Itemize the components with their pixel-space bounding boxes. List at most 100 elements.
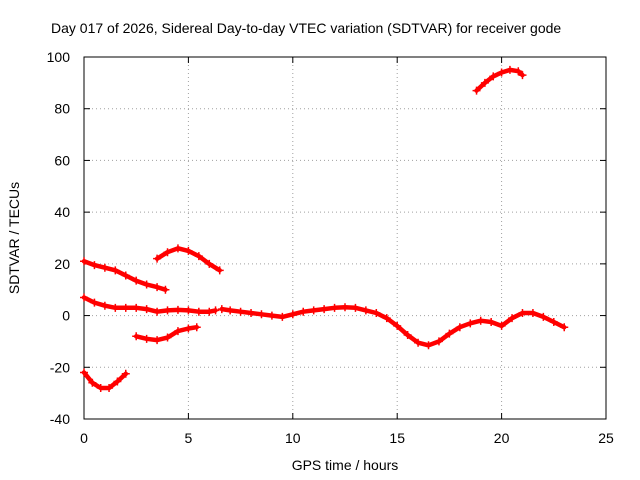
data-point-marker xyxy=(163,306,172,315)
data-point-marker xyxy=(247,308,256,317)
data-point-marker xyxy=(215,266,224,275)
chart-title: Day 017 of 2026, Sidereal Day-to-day VTE… xyxy=(51,20,561,36)
x-tick-label: 15 xyxy=(389,430,405,446)
series-trace-e xyxy=(153,244,224,275)
data-point-marker xyxy=(132,303,141,312)
data-point-marker xyxy=(489,72,498,81)
data-point-marker xyxy=(96,383,105,392)
series-trace-c xyxy=(80,368,130,392)
data-point-marker xyxy=(299,307,308,316)
x-tick-label: 10 xyxy=(285,430,301,446)
data-point-marker xyxy=(100,263,109,272)
data-point-marker xyxy=(194,307,203,316)
data-point-marker xyxy=(226,306,235,315)
data-point-marker xyxy=(528,308,537,317)
data-point-marker xyxy=(393,321,402,330)
data-point-marker xyxy=(194,252,203,261)
data-point-marker xyxy=(424,341,433,350)
data-point-marker xyxy=(184,324,193,333)
data-point-marker xyxy=(480,78,489,87)
data-point-marker xyxy=(90,298,99,307)
x-axis-label: GPS time / hours xyxy=(292,457,399,473)
data-point-marker xyxy=(142,280,151,289)
series-trace-b xyxy=(80,293,220,316)
data-point-marker xyxy=(288,310,297,319)
data-point-marker xyxy=(560,323,569,332)
data-point-marker xyxy=(113,377,122,386)
x-tick-label: 5 xyxy=(185,430,193,446)
x-tick-label: 25 xyxy=(598,430,614,446)
data-point-marker xyxy=(497,321,506,330)
data-point-marker xyxy=(217,305,226,314)
y-tick-label: 20 xyxy=(54,256,70,272)
data-point-marker xyxy=(476,316,485,325)
data-point-marker xyxy=(105,383,114,392)
data-point-marker xyxy=(257,310,266,319)
data-point-marker xyxy=(372,308,381,317)
data-point-marker xyxy=(163,248,172,257)
series-trace-d xyxy=(132,323,201,345)
data-point-marker xyxy=(505,65,514,74)
axis-ticks: 0 5 10 15 20 25 -40 -20 0 20 40 60 80 100 xyxy=(47,49,614,446)
data-point-marker xyxy=(163,333,172,342)
data-point-marker xyxy=(132,276,141,285)
data-point-marker xyxy=(142,334,151,343)
data-point-marker xyxy=(205,307,214,316)
data-point-marker xyxy=(351,303,360,312)
data-point-marker xyxy=(173,244,182,253)
data-point-marker xyxy=(330,303,339,312)
data-point-marker xyxy=(472,86,481,95)
data-point-marker xyxy=(539,312,548,321)
data-point-marker xyxy=(121,369,130,378)
data-point-marker xyxy=(236,307,245,316)
data-point-marker xyxy=(153,307,162,316)
data-point-marker xyxy=(90,261,99,270)
y-tick-label: 40 xyxy=(54,204,70,220)
y-tick-label: 60 xyxy=(54,152,70,168)
data-point-marker xyxy=(320,305,329,314)
data-point-marker xyxy=(382,314,391,323)
x-tick-label: 20 xyxy=(494,430,510,446)
data-point-marker xyxy=(205,259,214,268)
data-point-marker xyxy=(497,68,506,77)
data-point-marker xyxy=(173,327,182,336)
data-point-marker xyxy=(309,306,318,315)
series-trace-a xyxy=(80,257,170,294)
plot-frame xyxy=(83,56,607,420)
data-point-marker xyxy=(80,257,88,266)
data-point-marker xyxy=(80,293,88,302)
data-point-marker xyxy=(111,303,120,312)
data-point-marker xyxy=(455,323,464,332)
data-point-marker xyxy=(341,303,349,312)
series-trace-f xyxy=(217,303,569,350)
data-point-marker xyxy=(173,305,182,314)
data-point-marker xyxy=(132,332,141,341)
data-series xyxy=(80,65,569,392)
series-trace xyxy=(81,370,129,391)
data-point-marker xyxy=(153,336,162,345)
data-point-marker xyxy=(142,305,151,314)
series-trace xyxy=(219,305,567,348)
y-tick-label: 80 xyxy=(54,101,70,117)
data-point-marker xyxy=(100,301,109,310)
series-trace-g xyxy=(472,65,527,95)
data-point-marker xyxy=(403,330,412,339)
data-point-marker xyxy=(514,67,523,76)
data-point-marker xyxy=(153,254,162,263)
data-point-marker xyxy=(487,318,496,327)
y-axis-label: SDTVAR / TECUs xyxy=(6,182,22,294)
data-point-marker xyxy=(466,319,475,328)
data-point-marker xyxy=(192,323,201,332)
y-tick-label: 0 xyxy=(62,308,70,324)
data-point-marker xyxy=(184,246,193,255)
data-point-marker xyxy=(445,329,454,338)
data-point-marker xyxy=(88,378,97,387)
y-tick-label: -20 xyxy=(50,359,70,375)
data-point-marker xyxy=(518,71,527,80)
data-point-marker xyxy=(184,306,193,315)
data-point-marker xyxy=(518,308,527,317)
data-point-marker xyxy=(211,306,220,315)
data-point-marker xyxy=(414,338,423,347)
data-point-marker xyxy=(80,368,88,377)
